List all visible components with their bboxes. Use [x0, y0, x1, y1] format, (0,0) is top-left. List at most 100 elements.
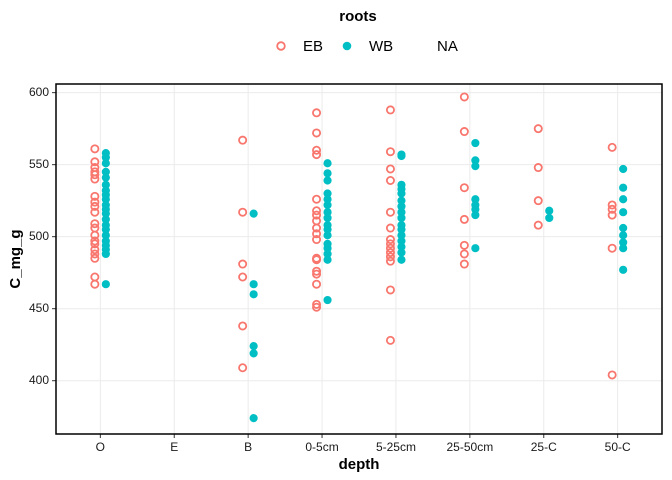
point	[323, 200, 332, 210]
point	[619, 244, 628, 253]
point	[607, 210, 617, 220]
point	[312, 145, 322, 155]
point	[238, 135, 248, 145]
point	[101, 159, 110, 168]
point	[385, 252, 395, 262]
point	[533, 220, 543, 230]
x-tick-label: 25-50cm	[447, 440, 494, 454]
point	[312, 279, 322, 289]
x-tick-label: B	[244, 440, 252, 454]
point	[249, 209, 258, 218]
point	[459, 249, 469, 259]
y-tick-label: 600	[29, 85, 49, 99]
point	[471, 210, 480, 220]
point	[323, 231, 332, 240]
point	[533, 163, 543, 173]
point	[459, 127, 469, 137]
point	[471, 161, 480, 171]
point	[312, 235, 322, 245]
point	[312, 108, 322, 118]
point	[619, 223, 628, 233]
y-tick-label: 450	[29, 301, 49, 315]
point	[619, 208, 628, 217]
point	[397, 189, 406, 198]
legend-marker	[276, 41, 286, 51]
point	[312, 269, 322, 279]
point	[323, 255, 332, 264]
point	[312, 266, 322, 276]
plot-border	[55, 83, 663, 435]
point	[101, 249, 110, 259]
point	[90, 253, 100, 263]
point	[545, 206, 554, 215]
legend-label: EB	[303, 38, 323, 55]
point	[312, 255, 322, 265]
point	[90, 197, 100, 207]
point	[533, 196, 543, 206]
point	[249, 349, 258, 358]
point	[323, 213, 332, 223]
legend-label: NA	[437, 38, 458, 55]
point	[312, 229, 322, 239]
point	[397, 255, 406, 264]
point	[619, 231, 628, 240]
point	[312, 150, 322, 160]
point	[607, 370, 617, 380]
point	[90, 245, 100, 255]
y-tick-label: 400	[29, 373, 49, 387]
point	[90, 279, 100, 289]
point	[385, 239, 395, 249]
point	[545, 213, 554, 223]
point	[385, 335, 395, 345]
point	[385, 243, 395, 253]
point	[607, 142, 617, 152]
x-axis-label: depth	[339, 456, 380, 473]
point	[385, 176, 395, 186]
point	[607, 243, 617, 253]
point	[312, 206, 322, 216]
point	[90, 239, 100, 249]
point	[533, 124, 543, 134]
point	[90, 230, 100, 240]
point	[459, 92, 469, 102]
point	[90, 144, 100, 154]
point	[385, 147, 395, 157]
point	[323, 169, 332, 178]
point	[238, 207, 248, 217]
point	[90, 157, 100, 167]
point	[90, 207, 100, 217]
x-tick-label: 0-5cm	[305, 440, 338, 454]
legend-label: WB	[369, 38, 393, 55]
point	[312, 223, 322, 233]
point	[249, 342, 258, 351]
point	[90, 191, 100, 201]
point	[619, 183, 628, 192]
point	[101, 280, 110, 289]
point	[459, 259, 469, 269]
legend-marker	[342, 41, 352, 51]
point	[397, 248, 406, 257]
point	[385, 207, 395, 217]
x-tick-label: O	[96, 440, 105, 454]
x-tick-label: E	[170, 440, 178, 454]
point	[249, 414, 258, 423]
point	[459, 183, 469, 193]
y-tick-label: 550	[29, 157, 49, 171]
x-tick-label: 5-25cm	[376, 440, 416, 454]
point	[385, 248, 395, 258]
point	[90, 236, 100, 246]
point	[101, 173, 110, 182]
legend-title: roots	[339, 8, 377, 25]
x-tick-label: 50-C	[605, 440, 631, 454]
y-tick-label: 500	[29, 229, 49, 243]
point	[471, 244, 480, 253]
point	[607, 200, 617, 210]
point	[238, 259, 248, 269]
point	[312, 128, 322, 138]
y-axis-label: C_mg_g	[7, 229, 24, 288]
point	[312, 299, 322, 309]
point	[323, 176, 332, 185]
point	[619, 195, 628, 204]
point	[90, 249, 100, 259]
